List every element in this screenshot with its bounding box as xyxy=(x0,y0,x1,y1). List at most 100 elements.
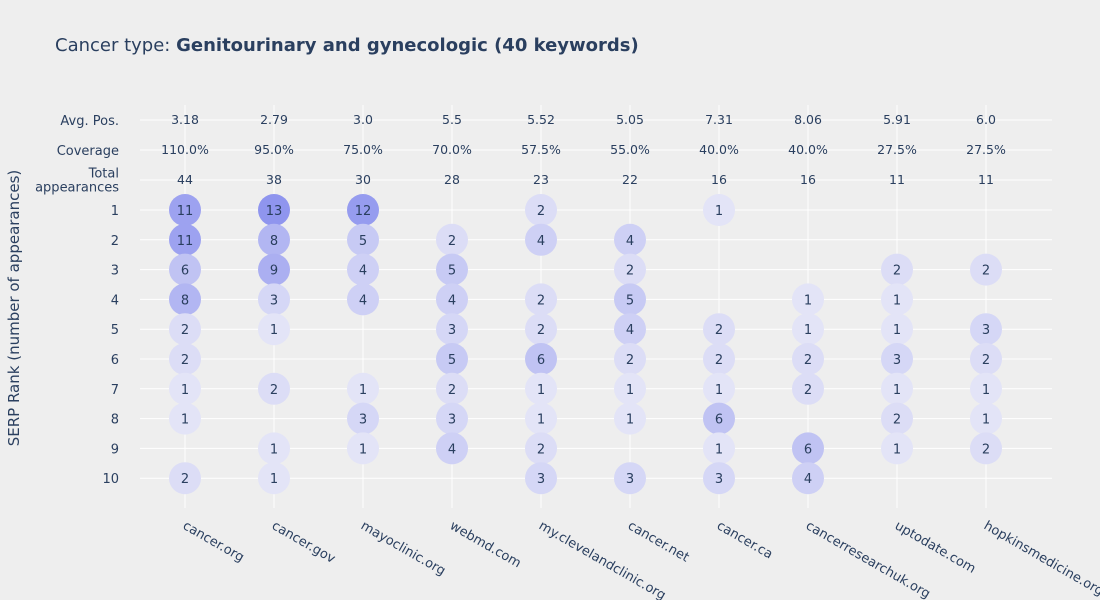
stat-value: 7.31 xyxy=(705,112,733,127)
bubble-value-label: 1 xyxy=(181,383,189,398)
bubble-value-label: 1 xyxy=(893,293,901,308)
bubble-value-label: 1 xyxy=(893,323,901,338)
bubble-value-label: 1 xyxy=(359,383,367,398)
stat-value: 2.79 xyxy=(260,112,288,127)
bubble xyxy=(258,432,290,465)
bubble xyxy=(703,462,735,495)
y-tick-rank-label: 6 xyxy=(111,353,119,368)
bubble-value-label: 6 xyxy=(537,353,545,368)
bubble-value-label: 2 xyxy=(448,383,456,398)
bubble xyxy=(970,313,1002,346)
bubble-value-label: 8 xyxy=(181,293,189,308)
bubble-value-label: 3 xyxy=(982,323,990,338)
bubble-value-label: 2 xyxy=(982,353,990,368)
bubble xyxy=(258,253,290,286)
stat-value: 27.5% xyxy=(966,142,1006,157)
stat-value: 3.18 xyxy=(171,112,199,127)
bubble-value-label: 1 xyxy=(804,293,812,308)
bubble-value-label: 3 xyxy=(270,293,278,308)
bubble xyxy=(525,313,557,346)
bubble-value-label: 2 xyxy=(181,323,189,338)
bubble xyxy=(881,402,913,435)
bubble-value-label: 4 xyxy=(448,442,456,457)
y-tick-rank-label: 1 xyxy=(111,204,119,219)
bubble-value-label: 11 xyxy=(177,234,194,249)
bubble xyxy=(881,343,913,375)
bubble xyxy=(614,372,646,405)
bubble-value-label: 1 xyxy=(359,442,367,457)
stat-value: 16 xyxy=(711,172,727,187)
bubble xyxy=(792,462,824,495)
bubble xyxy=(970,343,1002,375)
bubble xyxy=(970,432,1002,465)
bubble xyxy=(792,343,824,375)
y-tick-stat-label: Total appearances xyxy=(35,167,119,196)
stat-value: 75.0% xyxy=(343,142,383,157)
bubble-value-label: 4 xyxy=(537,234,545,249)
bubble-value-label: 5 xyxy=(359,234,367,249)
y-tick-stat-label: Coverage xyxy=(57,144,119,159)
bubble xyxy=(525,372,557,405)
bubble-value-label: 2 xyxy=(715,353,723,368)
bubble-value-label: 2 xyxy=(537,293,545,308)
stat-value: 3.0 xyxy=(353,112,373,127)
bubble-value-label: 2 xyxy=(715,323,723,338)
stat-value: 5.52 xyxy=(527,112,555,127)
bubble xyxy=(436,343,468,375)
bubble xyxy=(703,432,735,465)
bubble-value-label: 6 xyxy=(804,442,812,457)
bubble xyxy=(614,313,646,346)
bubble xyxy=(258,313,290,346)
stat-value: 55.0% xyxy=(610,142,650,157)
stat-value: 11 xyxy=(889,172,905,187)
bubble xyxy=(525,343,557,375)
stat-value: 22 xyxy=(622,172,638,187)
bubble-value-label: 3 xyxy=(448,323,456,338)
bubble-value-label: 1 xyxy=(982,383,990,398)
stat-value: 44 xyxy=(177,172,193,187)
bubble xyxy=(525,402,557,435)
bubble xyxy=(169,194,201,226)
stat-value: 30 xyxy=(355,172,371,187)
bubble-value-label: 3 xyxy=(448,413,456,428)
stat-value: 95.0% xyxy=(254,142,294,157)
bubble xyxy=(436,402,468,435)
y-tick-labels: Avg. Pos. Coverage Total appearances 1 2 3 4 5 6 7… xyxy=(35,114,119,487)
bubble xyxy=(525,283,557,316)
bubble-value-label: 1 xyxy=(804,323,812,338)
bubble-value-label: 1 xyxy=(181,413,189,428)
stat-value: 23 xyxy=(533,172,549,187)
bubble xyxy=(614,462,646,495)
bubble xyxy=(792,313,824,346)
bubble-value-label: 12 xyxy=(355,204,372,219)
bubble-value-label: 13 xyxy=(266,204,283,219)
bubble-value-label: 2 xyxy=(982,442,990,457)
stat-value: 70.0% xyxy=(432,142,472,157)
bubble xyxy=(169,462,201,495)
bubble xyxy=(881,253,913,286)
x-tick-label: cancer.ca xyxy=(714,518,775,562)
bubble xyxy=(436,313,468,346)
bubble-value-label: 1 xyxy=(715,383,723,398)
bubble-value-label: 1 xyxy=(270,442,278,457)
bubble-value-label: 2 xyxy=(537,323,545,338)
x-tick-label: cancer.gov xyxy=(269,518,338,566)
stat-value: 40.0% xyxy=(788,142,828,157)
stat-rows: 3.18 2.79 3.0 5.5 5.52 5.05 7.31 8.06 5.91 6.0 110… xyxy=(161,112,1006,187)
bubble xyxy=(347,223,379,256)
stat-value: 27.5% xyxy=(877,142,917,157)
bubble xyxy=(792,432,824,465)
bubble xyxy=(792,372,824,405)
bubble xyxy=(792,283,824,316)
bubble xyxy=(258,223,290,256)
bubble-value-label: 3 xyxy=(359,413,367,428)
bubble-value-label: 5 xyxy=(626,293,634,308)
bubble-value-label: 1 xyxy=(537,383,545,398)
bubble xyxy=(258,283,290,316)
y-tick-rank-label: 7 xyxy=(111,383,119,398)
y-tick-rank-label: 5 xyxy=(111,323,119,338)
bubble xyxy=(347,253,379,286)
bubble-value-label: 2 xyxy=(626,264,634,279)
bubble-value-label: 2 xyxy=(537,204,545,219)
bubble xyxy=(525,462,557,495)
